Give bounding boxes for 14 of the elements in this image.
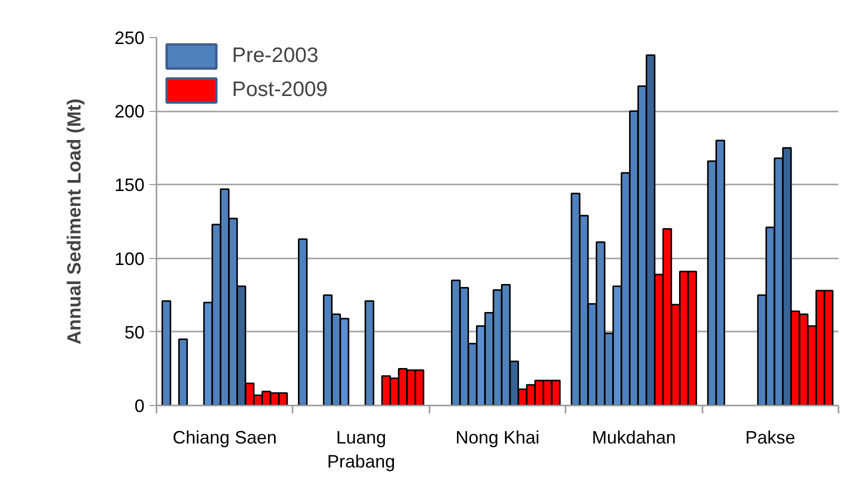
y-axis-title: Annual Sediment Load (Mt) xyxy=(64,98,86,344)
x-tick-label: Nong Khai xyxy=(455,428,540,448)
y-tick-label: 0 xyxy=(134,396,145,416)
x-tick-label: Chiang Saen xyxy=(172,428,277,448)
y-tick-label: 250 xyxy=(114,28,145,48)
y-tick-label: 150 xyxy=(114,175,145,196)
x-tick-label: Luang Prabang xyxy=(327,428,396,472)
y-tick-label: 100 xyxy=(114,248,145,269)
x-tick-label: Mukdahan xyxy=(592,428,676,448)
y-tick-label: 50 xyxy=(124,322,145,342)
legend-label: Post-2009 xyxy=(232,78,328,102)
y-tick-label: 200 xyxy=(114,102,145,122)
legend-label: Pre-2003 xyxy=(232,44,318,68)
x-tick-label: Pakse xyxy=(745,428,796,448)
